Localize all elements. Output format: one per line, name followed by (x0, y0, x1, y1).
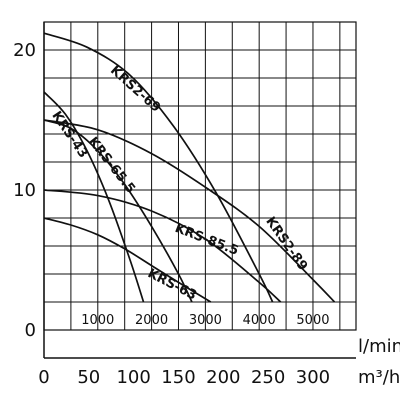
x-tick-label-lpm: 1000 (81, 313, 114, 328)
x-tick-label-lpm: 4000 (243, 313, 276, 328)
chart-axes (43, 22, 356, 359)
curve-krs-63 (43, 217, 212, 303)
x-tick-label-lpm: 2000 (135, 313, 168, 328)
plot-frame (43, 21, 357, 331)
x-tick-label-m3h: 250 (251, 367, 285, 388)
curve-label-krs2-69: KRS2-69 (107, 63, 163, 116)
x-unit-m3h: m³/h (358, 367, 400, 388)
x-tick-label-m3h: 150 (161, 367, 195, 388)
x-tick-label-lpm: 3000 (189, 313, 222, 328)
curve-krs2-69 (43, 32, 274, 303)
y-tick-label: 10 (13, 180, 36, 201)
curve-krs-85.5 (43, 189, 282, 303)
x-tick-label-m3h: 50 (77, 367, 100, 388)
curve-krs-65.5 (43, 119, 193, 303)
curve-krs-43 (43, 91, 145, 303)
curve-label-krs-43: KRS-43 (48, 109, 90, 161)
chart-labels: KRS2-69KRS2-89KRS-43KRS-65.5KRS-85.5KRS-… (48, 63, 310, 303)
curve-krs2-89 (43, 119, 336, 303)
chart-grid (43, 21, 357, 331)
chart-ticks: 0 10 20 1000 2000 3000 4000 5000 l/min 0 50 100 150 2… (13, 40, 400, 388)
x-tick-label-m3h: 100 (116, 367, 150, 388)
curve-label-krs-63: KRS-63 (145, 266, 199, 303)
y-tick-label: 0 (25, 320, 36, 341)
x-tick-label-lpm: 5000 (296, 313, 329, 328)
x-unit-lpm: l/min (358, 336, 400, 357)
chart-curves (43, 32, 336, 303)
curve-label-krs-65.5: KRS-65.5 (85, 134, 138, 196)
y-tick-label: 20 (13, 40, 36, 61)
x-tick-label-m3h: 0 (38, 367, 49, 388)
x-tick-label-m3h: 300 (296, 367, 330, 388)
x-tick-label-m3h: 200 (206, 367, 240, 388)
curve-label-krs-85.5: KRS-85.5 (173, 221, 241, 259)
